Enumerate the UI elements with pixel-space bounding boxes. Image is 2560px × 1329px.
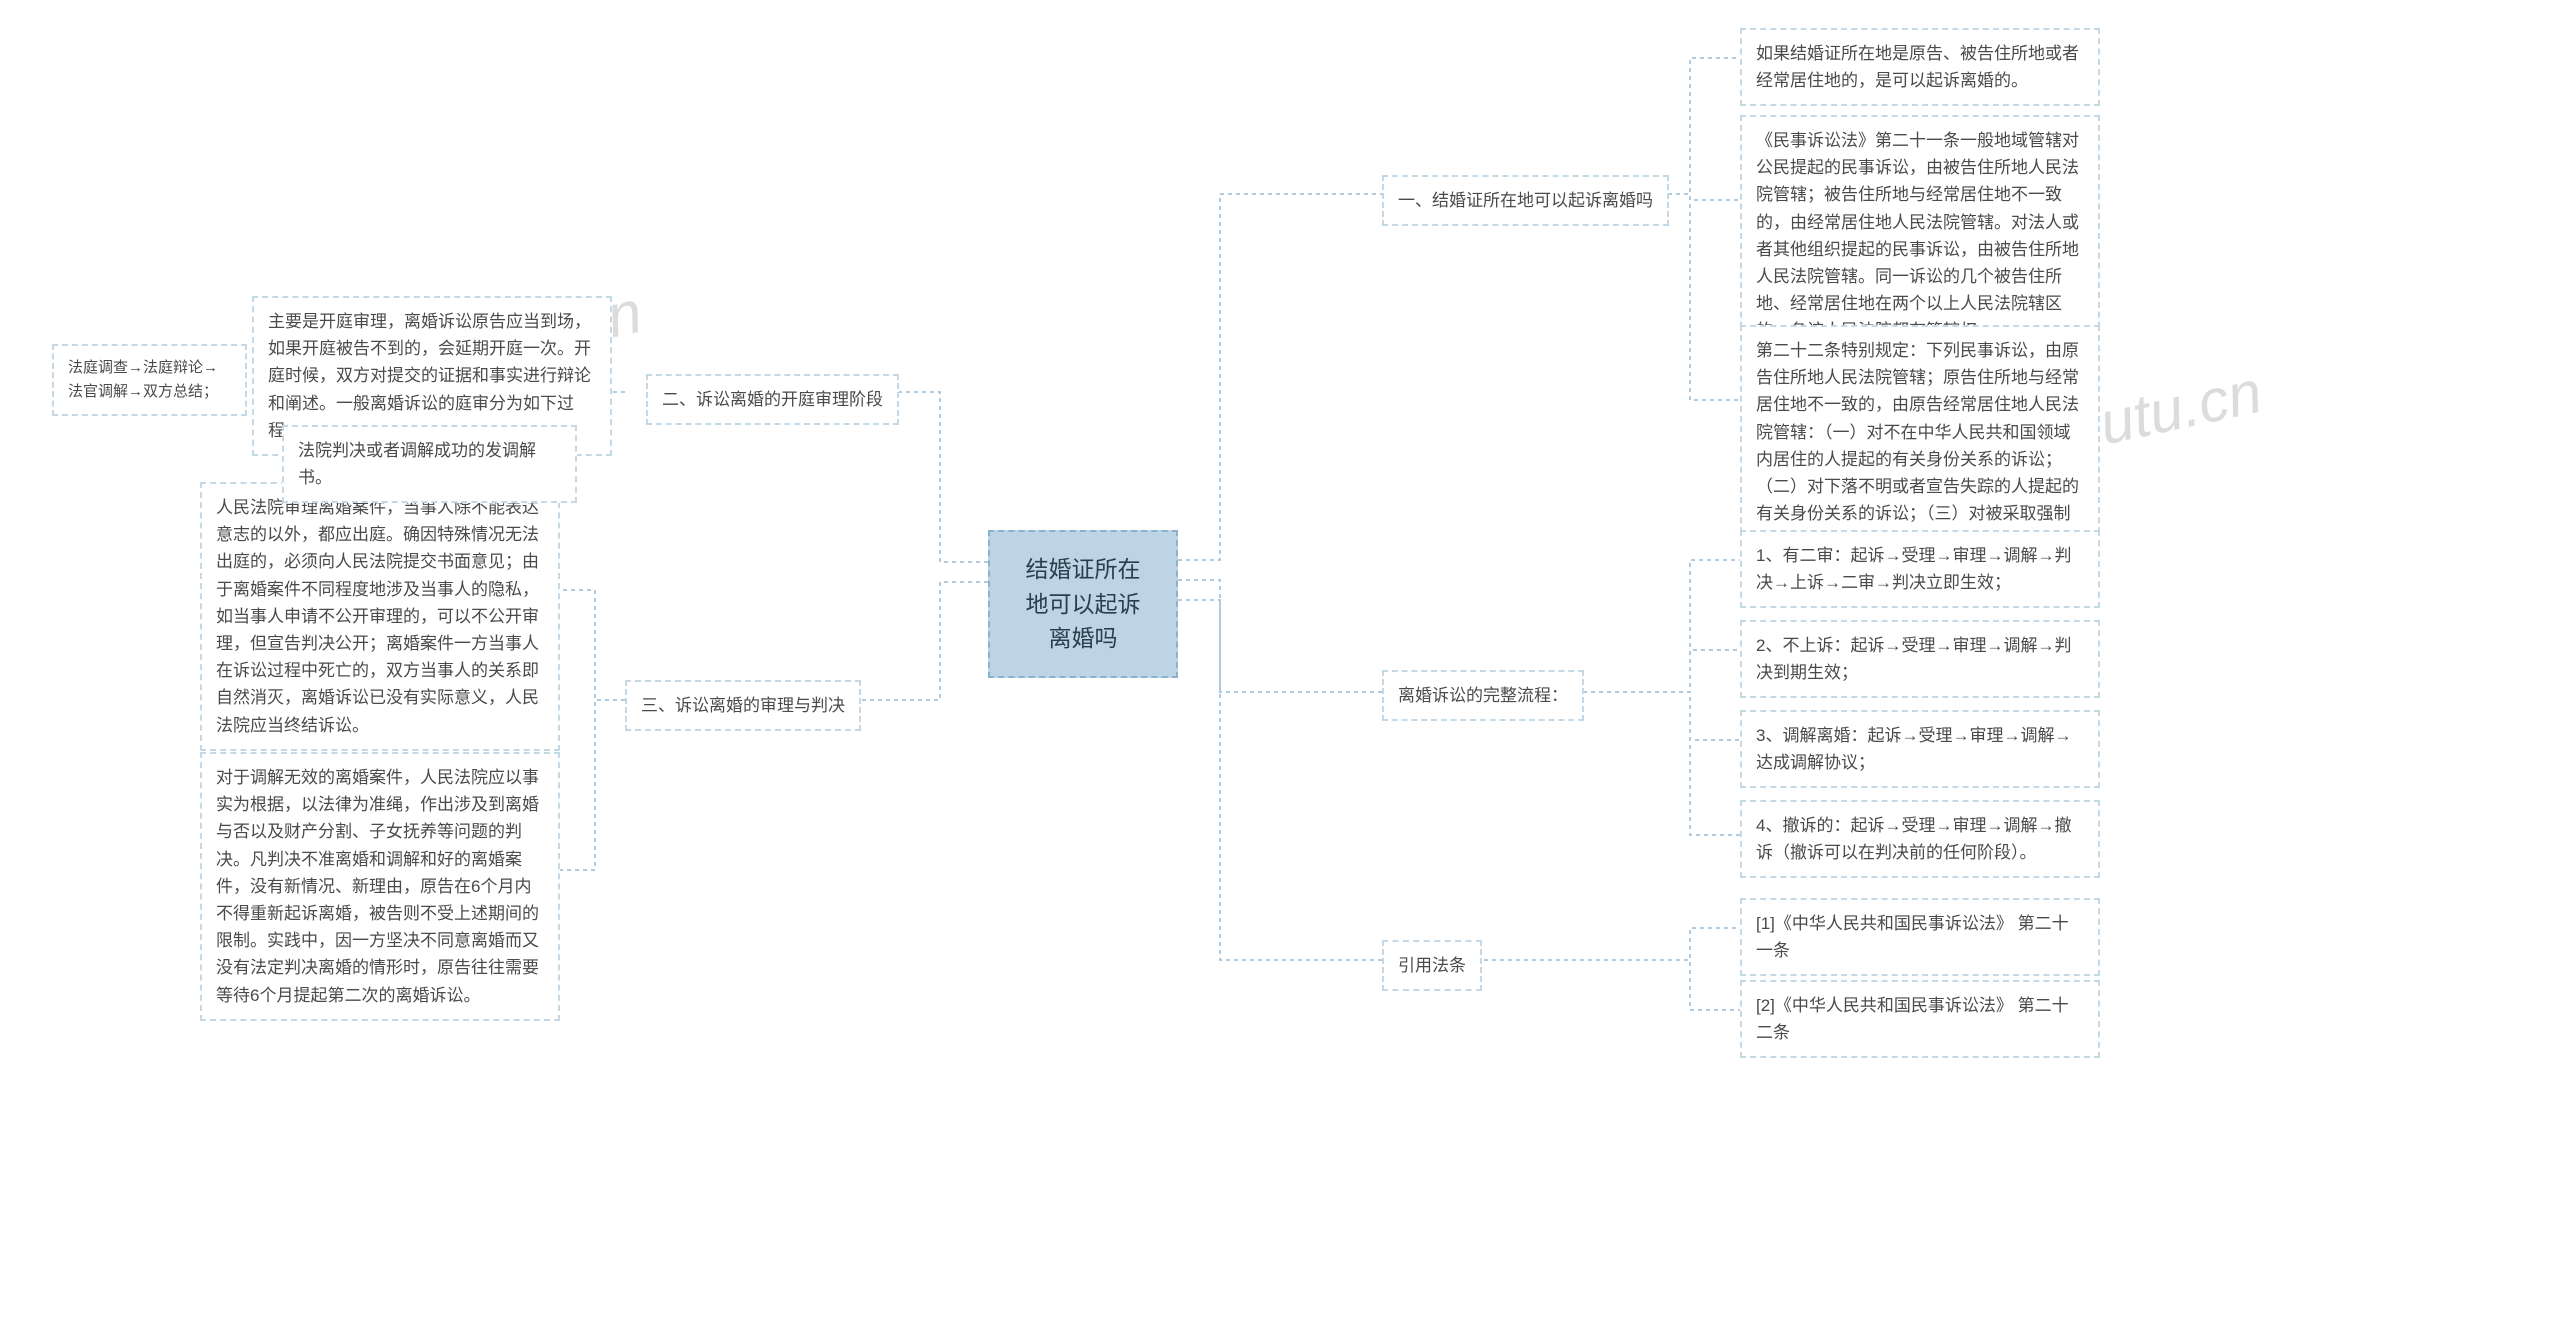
leaf-3-2: [2]《中华人民共和国民事诉讼法》 第二十二条 bbox=[1740, 980, 2100, 1058]
branch-3: 引用法条 bbox=[1382, 940, 1482, 991]
root-node: 结婚证所在地可以起诉离婚吗 bbox=[988, 530, 1178, 678]
branch-1: 一、结婚证所在地可以起诉离婚吗 bbox=[1382, 175, 1669, 226]
leaf-1-2: 《民事诉讼法》第二十一条一般地域管辖对公民提起的民事诉讼，由被告住所地人民法院管… bbox=[1740, 115, 2100, 357]
branch4: 二、诉讼离婚的开庭审理阶段 bbox=[646, 374, 899, 425]
branch-2: 离婚诉讼的完整流程： bbox=[1382, 670, 1584, 721]
leaf-2-1: 1、有二审：起诉→受理→审理→调解→判决→上诉→二审→判决立即生效； bbox=[1740, 530, 2100, 608]
leaf-2-3: 3、调解离婚：起诉→受理→审理→调解→达成调解协议； bbox=[1740, 710, 2100, 788]
leaf4-sub-text: 法庭调查→法庭辩论→法官调解→双方总结； bbox=[68, 356, 231, 404]
leaf-5-1: 人民法院审理离婚案件，当事人除不能表达意志的以外，都应出庭。确因特殊情况无法出庭… bbox=[200, 482, 560, 751]
leaf-1-1: 如果结婚证所在地是原告、被告住所地或者经常居住地的，是可以起诉离婚的。 bbox=[1740, 28, 2100, 106]
leaf-2-2: 2、不上诉：起诉→受理→审理→调解→判决到期生效； bbox=[1740, 620, 2100, 698]
leaf-5-2: 对于调解无效的离婚案件，人民法院应以事实为根据，以法律为准绳，作出涉及到离婚与否… bbox=[200, 752, 560, 1021]
leaf-2-4: 4、撤诉的：起诉→受理→审理→调解→撤诉（撤诉可以在判决前的任何阶段）。 bbox=[1740, 800, 2100, 878]
leaf-3-1: [1]《中华人民共和国民事诉讼法》 第二十一条 bbox=[1740, 898, 2100, 976]
branch-5: 三、诉讼离婚的审理与判决 bbox=[625, 680, 861, 731]
leaf4-sub: 法庭调查→法庭辩论→法官调解→双方总结； bbox=[52, 344, 247, 416]
leaf4-result: 法院判决或者调解成功的发调解书。 bbox=[282, 425, 577, 503]
